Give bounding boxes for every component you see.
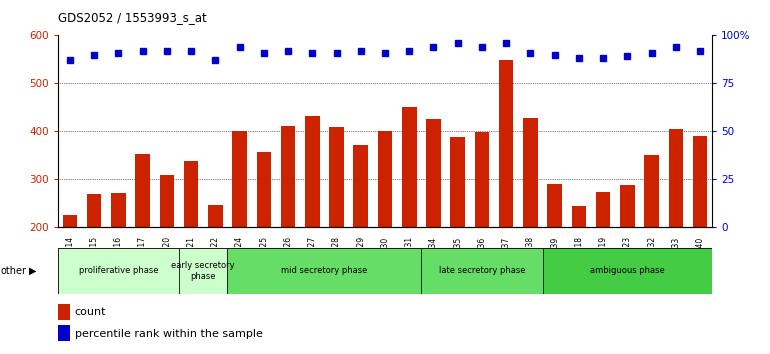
Bar	[111, 193, 126, 227]
Bar	[596, 192, 611, 227]
Text: mid secretory phase: mid secretory phase	[281, 266, 367, 275]
Bar	[543, 248, 712, 294]
Bar	[62, 215, 77, 227]
Bar	[87, 194, 102, 227]
Bar	[281, 126, 296, 227]
Text: other: other	[1, 266, 27, 276]
Bar	[58, 325, 69, 341]
Bar	[330, 127, 343, 227]
Text: early secretory
phase: early secretory phase	[172, 261, 235, 280]
Bar	[427, 119, 440, 227]
Bar	[58, 304, 69, 320]
Bar	[256, 152, 271, 227]
Bar	[179, 248, 227, 294]
Text: ambiguous phase: ambiguous phase	[590, 266, 665, 275]
Bar	[378, 131, 392, 227]
Bar	[421, 248, 543, 294]
Bar	[184, 161, 199, 227]
Bar	[208, 205, 223, 227]
Bar	[227, 248, 421, 294]
Bar	[693, 136, 708, 227]
Bar	[233, 131, 247, 227]
Bar	[523, 118, 537, 227]
Bar	[58, 248, 179, 294]
Text: late secretory phase: late secretory phase	[439, 266, 525, 275]
Bar	[353, 145, 368, 227]
Text: GDS2052 / 1553993_s_at: GDS2052 / 1553993_s_at	[58, 11, 206, 24]
Text: proliferative phase: proliferative phase	[79, 266, 158, 275]
Bar	[571, 206, 586, 227]
Bar	[547, 183, 562, 227]
Text: ▶: ▶	[29, 266, 37, 276]
Bar	[305, 116, 320, 227]
Bar	[450, 137, 465, 227]
Text: percentile rank within the sample: percentile rank within the sample	[75, 329, 263, 339]
Bar	[644, 155, 659, 227]
Bar	[402, 107, 417, 227]
Bar	[620, 184, 634, 227]
Bar	[159, 175, 174, 227]
Bar	[668, 129, 683, 227]
Bar	[474, 132, 489, 227]
Bar	[136, 154, 150, 227]
Bar	[499, 60, 514, 227]
Text: count: count	[75, 307, 106, 318]
